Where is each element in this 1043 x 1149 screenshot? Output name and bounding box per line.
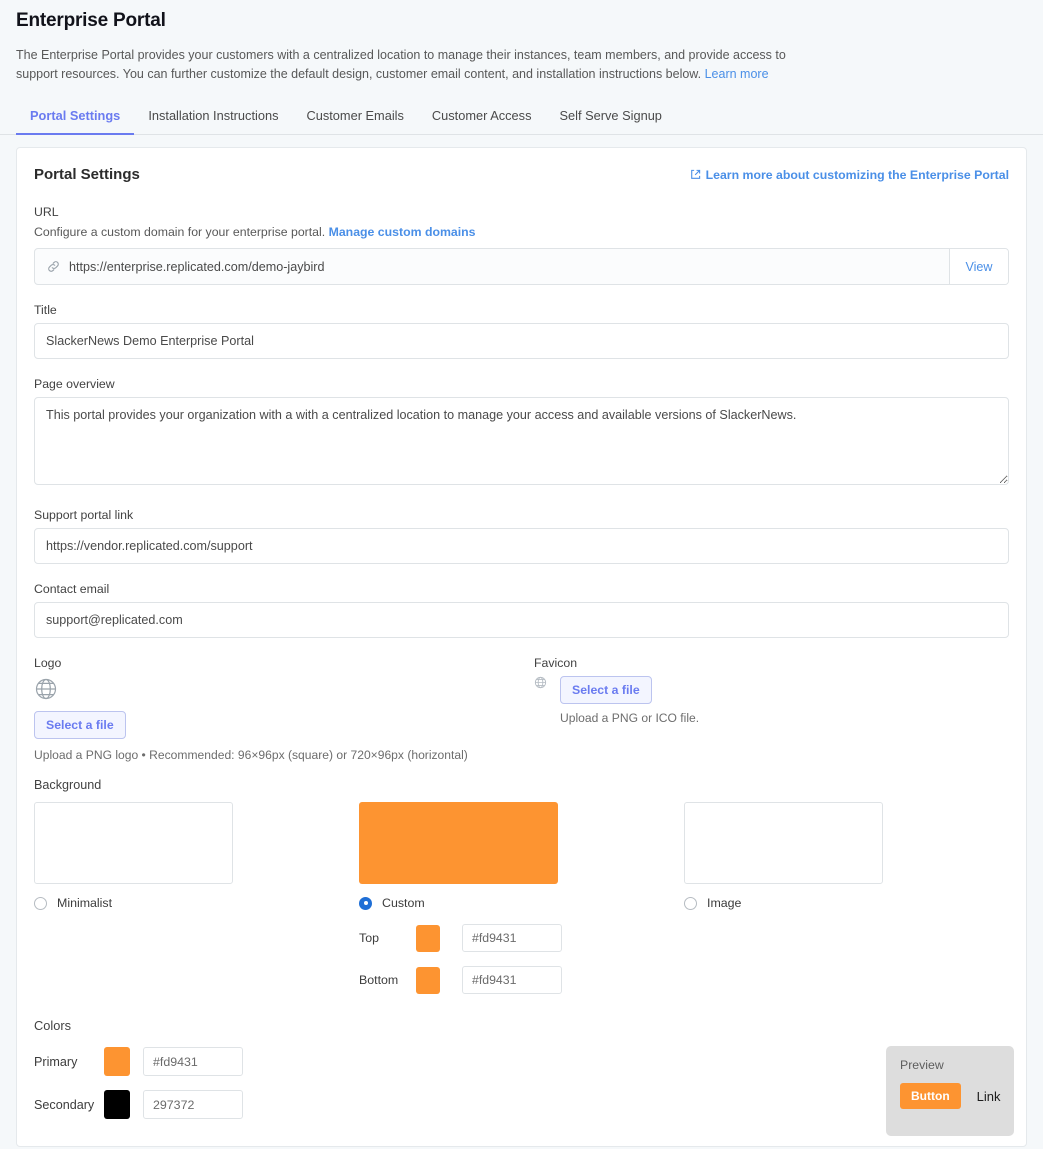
portal-settings-card: Portal Settings Learn more about customi… <box>16 147 1027 1147</box>
tab-customer-access[interactable]: Customer Access <box>418 100 546 134</box>
support-portal-link-input[interactable] <box>34 528 1009 564</box>
preview-button[interactable]: Button <box>900 1083 961 1109</box>
contact-email-field: Contact email <box>34 582 1009 638</box>
preview-link[interactable]: Link <box>976 1088 1001 1104</box>
contact-email-input[interactable] <box>34 602 1009 638</box>
card-title: Portal Settings <box>34 166 140 183</box>
support-portal-link-field: Support portal link <box>34 508 1009 564</box>
tab-bar: Portal Settings Installation Instruction… <box>0 100 1043 135</box>
background-radio-minimalist-row[interactable]: Minimalist <box>34 896 359 910</box>
external-link-icon <box>690 169 701 180</box>
radio-custom-label: Custom <box>382 896 425 910</box>
background-preview-image[interactable] <box>684 802 883 884</box>
favicon-row: Select a file Upload a PNG or ICO file. <box>534 676 1009 725</box>
view-portal-button[interactable]: View <box>949 249 1008 284</box>
primary-color-label: Primary <box>34 1054 78 1069</box>
radio-minimalist-label: Minimalist <box>57 896 113 910</box>
logo-select-file-button[interactable]: Select a file <box>34 711 126 739</box>
title-field: Title <box>34 303 1009 359</box>
logo-label: Logo <box>34 656 62 670</box>
background-label: Background <box>34 778 102 792</box>
title-input[interactable] <box>34 323 1009 359</box>
background-option-custom: Custom Top Bottom <box>359 802 684 994</box>
secondary-color-label: Secondary <box>34 1097 95 1112</box>
url-field: URL Configure a custom domain for your e… <box>34 205 1009 285</box>
background-preview-minimalist[interactable] <box>34 802 233 884</box>
tab-customer-emails[interactable]: Customer Emails <box>292 100 417 134</box>
page-title: Enterprise Portal <box>16 10 166 31</box>
colors-label: Colors <box>34 1018 71 1033</box>
background-preview-custom[interactable] <box>359 802 558 884</box>
page-overview-textarea[interactable]: This portal provides your organization w… <box>34 397 1009 485</box>
favicon-select-file-button[interactable]: Select a file <box>560 676 652 704</box>
background-top-swatch[interactable] <box>416 924 440 952</box>
favicon-label: Favicon <box>534 656 578 670</box>
link-chain-icon <box>47 260 60 273</box>
radio-image-icon[interactable] <box>684 896 697 910</box>
background-bottom-input[interactable] <box>462 966 562 994</box>
background-top-input[interactable] <box>462 924 562 952</box>
url-help: Configure a custom domain for your enter… <box>34 225 1009 239</box>
card-header: Portal Settings Learn more about customi… <box>34 166 1009 183</box>
url-row: https://enterprise.replicated.com/demo-j… <box>34 248 1009 285</box>
background-option-minimalist: Minimalist <box>34 802 359 994</box>
background-top-label: Top <box>359 931 379 945</box>
title-label: Title <box>34 303 57 317</box>
page-description-text: The Enterprise Portal provides your cust… <box>16 48 786 81</box>
favicon-globe-icon <box>534 676 547 689</box>
background-option-image: Image <box>684 802 1009 994</box>
favicon-note: Upload a PNG or ICO file. <box>560 711 700 725</box>
preview-row: Button Link <box>900 1083 1001 1109</box>
secondary-color-row: Secondary <box>34 1090 1009 1119</box>
logo-note: Upload a PNG logo • Recommended: 96×96px… <box>34 748 468 762</box>
page-description: The Enterprise Portal provides your cust… <box>16 46 806 84</box>
primary-color-input[interactable] <box>143 1047 243 1076</box>
background-top-row: Top <box>359 924 684 952</box>
url-value-wrap: https://enterprise.replicated.com/demo-j… <box>35 249 949 284</box>
url-help-text: Configure a custom domain for your enter… <box>34 225 326 239</box>
preview-card: Preview Button Link <box>886 1046 1014 1136</box>
background-radio-custom-row[interactable]: Custom <box>359 896 684 910</box>
secondary-color-swatch[interactable] <box>104 1090 130 1119</box>
logo-section: Logo Select a file Upload a PNG logo • R… <box>34 656 534 762</box>
primary-color-row: Primary <box>34 1047 1009 1076</box>
primary-color-swatch[interactable] <box>104 1047 130 1076</box>
support-portal-link-label: Support portal link <box>34 508 134 522</box>
background-radio-image-row[interactable]: Image <box>684 896 1009 910</box>
url-label: URL <box>34 205 59 219</box>
customizing-docs-link[interactable]: Learn more about customizing the Enterpr… <box>690 168 1009 182</box>
manage-custom-domains-link[interactable]: Manage custom domains <box>328 225 476 239</box>
tab-self-serve-signup[interactable]: Self Serve Signup <box>545 100 675 134</box>
customizing-docs-link-label: Learn more about customizing the Enterpr… <box>705 167 1009 182</box>
page-header: Enterprise Portal The Enterprise Portal … <box>0 0 1043 84</box>
preview-title: Preview <box>900 1058 944 1072</box>
tab-installation-instructions[interactable]: Installation Instructions <box>134 100 292 134</box>
globe-icon <box>34 677 58 701</box>
tab-portal-settings[interactable]: Portal Settings <box>16 100 135 135</box>
secondary-color-input[interactable] <box>143 1090 243 1119</box>
media-row: Logo Select a file Upload a PNG logo • R… <box>34 656 1009 762</box>
background-bottom-row: Bottom <box>359 966 684 994</box>
page-overview-field: Page overview This portal provides your … <box>34 377 1009 490</box>
page-overview-label: Page overview <box>34 377 115 391</box>
radio-image-label: Image <box>707 896 742 910</box>
background-bottom-swatch[interactable] <box>416 966 440 994</box>
background-bottom-label: Bottom <box>359 973 399 987</box>
background-options: Minimalist Custom Top Bottom <box>34 802 1009 994</box>
radio-minimalist-icon[interactable] <box>34 896 47 910</box>
portal-url-text: https://enterprise.replicated.com/demo-j… <box>69 259 325 274</box>
favicon-controls: Select a file Upload a PNG or ICO file. <box>560 676 699 725</box>
favicon-section: Favicon Select a file Upload a PNG or IC… <box>534 656 1009 762</box>
learn-more-link[interactable]: Learn more <box>704 67 769 81</box>
radio-custom-icon[interactable] <box>359 896 372 910</box>
contact-email-label: Contact email <box>34 582 110 596</box>
